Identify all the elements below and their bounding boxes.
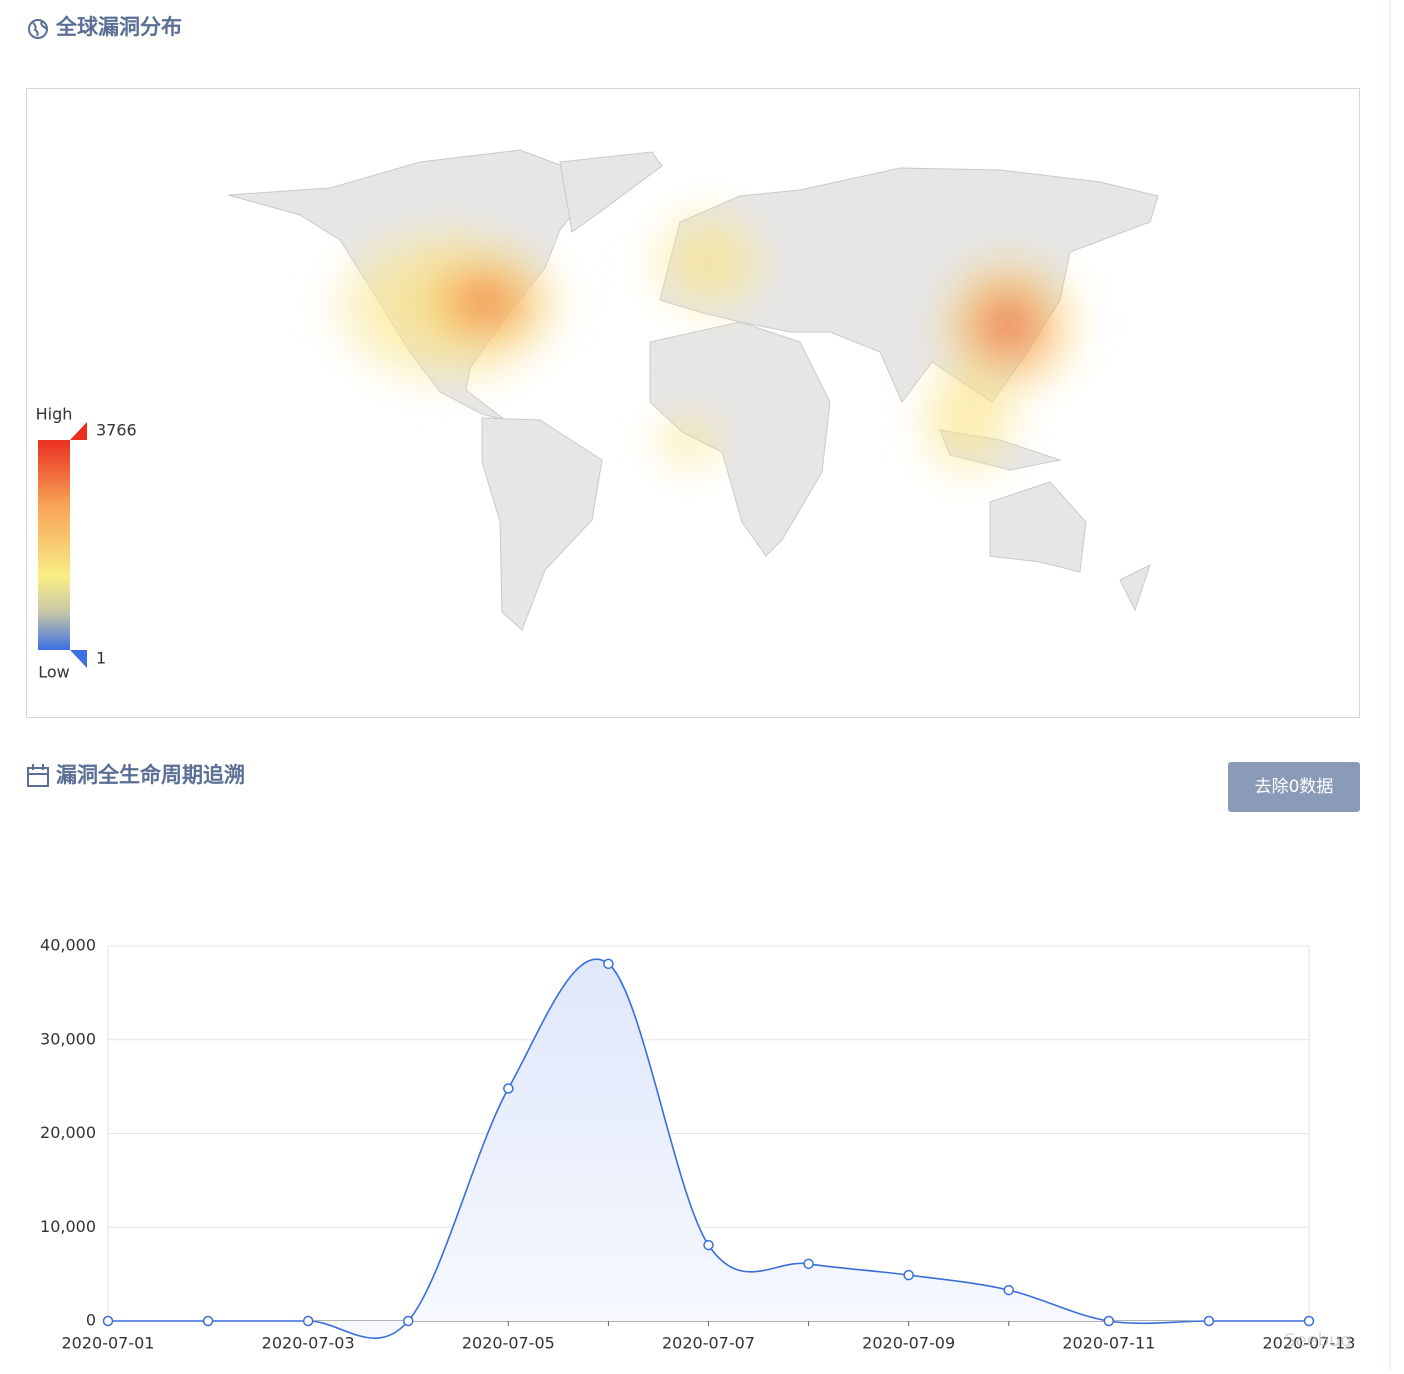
y-tick-label: 10,000 bbox=[40, 1217, 96, 1236]
point bbox=[703, 1239, 714, 1251]
section-title: 漏洞全生命周期追溯 bbox=[56, 763, 245, 787]
visual-map-bar bbox=[38, 440, 70, 650]
point bbox=[903, 1269, 914, 1281]
x-tick-label: 2020-07-13 bbox=[1263, 1334, 1356, 1353]
point bbox=[603, 958, 614, 970]
x-tick-label: 2020-07-03 bbox=[262, 1334, 355, 1353]
button-bg[interactable] bbox=[1228, 762, 1360, 812]
visual-map-min: 1 bbox=[96, 649, 106, 668]
point bbox=[1203, 1315, 1215, 1327]
x-tick-label: 2020-07-09 bbox=[862, 1334, 955, 1353]
point bbox=[1303, 1315, 1315, 1327]
point bbox=[102, 1315, 114, 1327]
watermark: Seebug bbox=[1284, 1330, 1352, 1351]
y-tick-label: 40,000 bbox=[40, 936, 96, 955]
line bbox=[107, 958, 1309, 1340]
x-tick-label: 2020-07-01 bbox=[62, 1334, 155, 1353]
point bbox=[202, 1315, 214, 1327]
calendar-icon bbox=[27, 764, 49, 787]
area bbox=[108, 959, 1309, 1339]
visual-map-handle[interactable] bbox=[70, 650, 87, 668]
visual-map-low: Low bbox=[38, 663, 70, 682]
x-tick-label: 2020-07-07 bbox=[662, 1334, 755, 1353]
point bbox=[1103, 1315, 1115, 1327]
visual-map-max: 3766 bbox=[96, 421, 137, 440]
point bbox=[403, 1315, 414, 1327]
visual-map-handle[interactable] bbox=[70, 422, 87, 440]
point bbox=[803, 1258, 814, 1270]
y-tick-label: 20,000 bbox=[40, 1123, 96, 1142]
heatmap bbox=[325, 207, 1078, 480]
globe-icon bbox=[28, 19, 48, 39]
point bbox=[1003, 1284, 1014, 1296]
x-tick-label: 2020-07-11 bbox=[1062, 1334, 1155, 1353]
y-tick-label: 0 bbox=[86, 1311, 96, 1330]
section-title: 全球漏洞分布 bbox=[55, 15, 182, 39]
y-tick-label: 30,000 bbox=[40, 1029, 96, 1048]
point bbox=[302, 1315, 314, 1327]
point bbox=[503, 1083, 514, 1094]
x-tick-label: 2020-07-05 bbox=[462, 1334, 555, 1353]
remove-zero-button[interactable]: 去除0数据 bbox=[1228, 762, 1360, 812]
button-label[interactable]: 去除0数据 bbox=[1255, 777, 1334, 797]
visual-map-high: High bbox=[36, 405, 73, 424]
